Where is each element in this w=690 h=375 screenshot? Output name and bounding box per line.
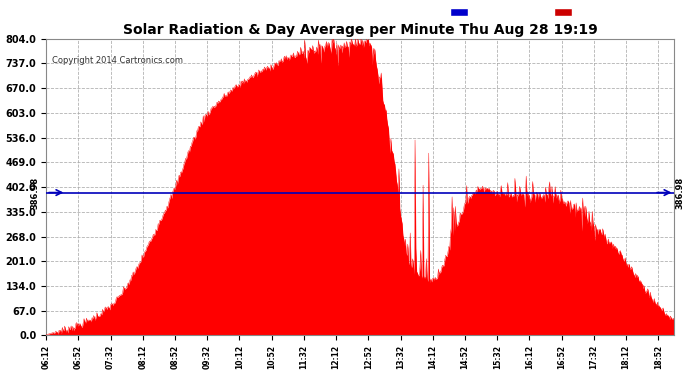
Title: Solar Radiation & Day Average per Minute Thu Aug 28 19:19: Solar Radiation & Day Average per Minute…: [123, 23, 598, 38]
Text: 386.98: 386.98: [676, 177, 684, 209]
Text: Copyright 2014 Cartronics.com: Copyright 2014 Cartronics.com: [52, 56, 184, 65]
Legend: Median (w/m2), Radiation (w/m2): Median (w/m2), Radiation (w/m2): [446, 4, 670, 21]
Text: 386.98: 386.98: [31, 177, 40, 209]
